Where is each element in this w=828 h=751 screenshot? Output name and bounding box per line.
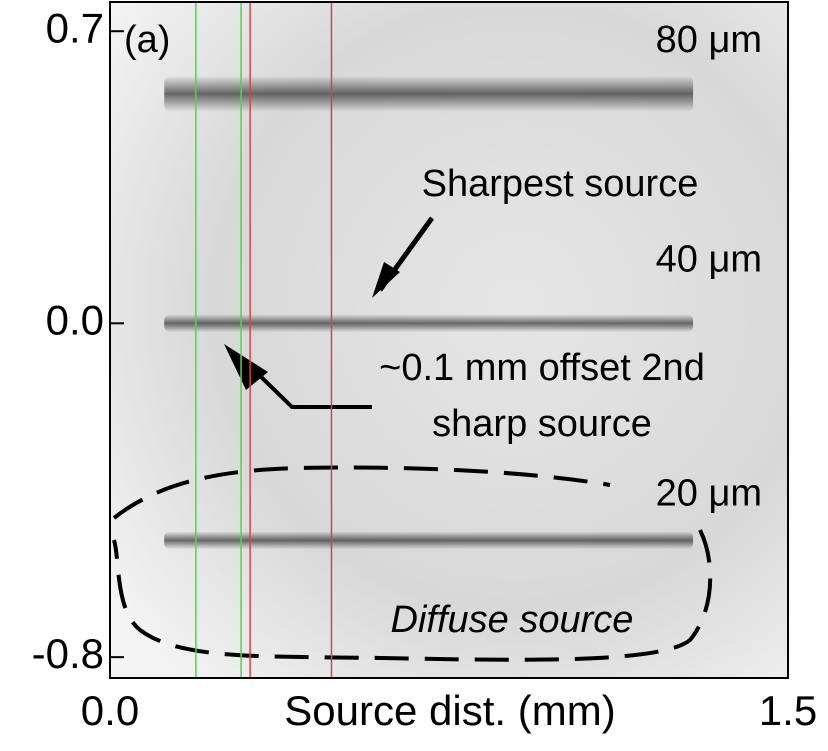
y-tick-label: 0.7	[46, 4, 104, 51]
diffuse-region-outline	[112, 465, 713, 662]
arrow	[250, 366, 372, 409]
y-tick-label: 0.0	[46, 296, 104, 343]
x-tick-label: 0.0	[81, 687, 139, 734]
arrow-head	[224, 344, 268, 390]
band-label: 80 μm	[656, 19, 762, 61]
annotation: ~0.1 mm offset 2nd	[379, 347, 705, 389]
image-background	[110, 2, 788, 678]
panel-label: (a)	[124, 19, 170, 61]
band-label: 40 μm	[656, 238, 762, 280]
annotation: sharp source	[432, 403, 652, 445]
band	[164, 75, 694, 112]
plot-frame	[109, 1, 789, 679]
x-tick-label: 1.5	[759, 687, 817, 734]
band-label: 20 μm	[656, 472, 762, 514]
band	[164, 314, 694, 333]
x-axis-label: Source dist. (mm)	[284, 687, 615, 734]
annotation: Sharpest source	[422, 163, 699, 205]
band	[164, 531, 694, 550]
y-tick-label: -0.8	[32, 630, 104, 677]
annotation: Diffuse source	[391, 599, 634, 641]
arrow-head	[372, 262, 400, 298]
